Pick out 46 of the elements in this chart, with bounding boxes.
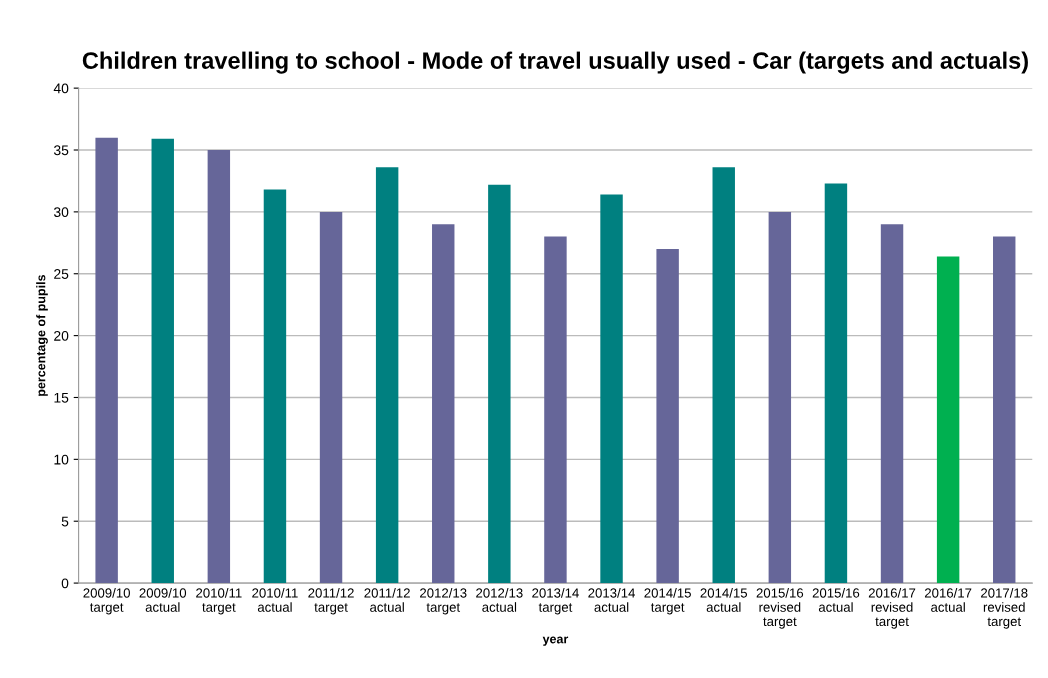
y-tick-label: 35 bbox=[53, 145, 69, 156]
bar bbox=[207, 150, 231, 584]
x-tick-label: 2010/11 actual bbox=[252, 587, 298, 612]
x-tick-label: 2012/13 target bbox=[420, 587, 467, 615]
x-tick-label: 2011/12 target bbox=[308, 587, 354, 615]
bar bbox=[993, 236, 1016, 584]
bar bbox=[151, 138, 174, 584]
x-tick-label: 2013/14 target bbox=[532, 587, 579, 615]
y-tick-label: 25 bbox=[54, 269, 69, 279]
bar bbox=[263, 189, 287, 584]
bar bbox=[95, 137, 118, 584]
bar bbox=[936, 256, 960, 584]
bar bbox=[656, 249, 679, 584]
x-tick-label: 2015/16 revised target bbox=[756, 587, 804, 629]
bar bbox=[488, 184, 511, 584]
y-tick-label: 15 bbox=[54, 392, 69, 403]
chart-title: Children travelling to school - Mode of travel usually used - Car (targets and actuals) bbox=[82, 51, 1028, 74]
x-tick-label: 2014/15 target bbox=[644, 587, 691, 615]
bar bbox=[600, 194, 623, 584]
x-axis-title: year bbox=[542, 636, 569, 646]
bar bbox=[712, 167, 735, 584]
bar bbox=[824, 183, 848, 584]
x-tick-label: 2010/11 target bbox=[196, 587, 242, 615]
x-tick-label: 2015/16 actual bbox=[812, 587, 860, 612]
x-tick-label: 2012/13 actual bbox=[476, 587, 523, 612]
x-tick-label: 2009/10 actual bbox=[139, 587, 187, 612]
y-axis-title: percentage of pupils bbox=[36, 275, 48, 396]
y-tick-label: 40 bbox=[53, 83, 69, 94]
bar bbox=[544, 236, 567, 584]
x-tick-label: 2016/17 actual bbox=[924, 587, 972, 612]
bar bbox=[375, 167, 399, 584]
y-tick-label: 10 bbox=[54, 454, 69, 465]
x-tick-label: 2014/15 actual bbox=[700, 587, 748, 612]
x-tick-label: 2017/18 revised target bbox=[981, 587, 1028, 629]
bar bbox=[319, 211, 343, 584]
bar bbox=[432, 224, 455, 584]
bar bbox=[768, 211, 792, 584]
bar bbox=[880, 224, 904, 584]
y-tick-label: 20 bbox=[54, 330, 69, 341]
y-tick-label: 5 bbox=[61, 516, 69, 527]
x-tick-label: 2011/12 actual bbox=[364, 587, 410, 612]
y-tick-label: 30 bbox=[53, 207, 69, 218]
x-tick-label: 2013/14 actual bbox=[588, 587, 635, 612]
y-tick-label: 0 bbox=[61, 578, 69, 589]
x-tick-label: 2016/17 revised target bbox=[868, 587, 916, 629]
x-tick-label: 2009/10 target bbox=[83, 587, 130, 615]
